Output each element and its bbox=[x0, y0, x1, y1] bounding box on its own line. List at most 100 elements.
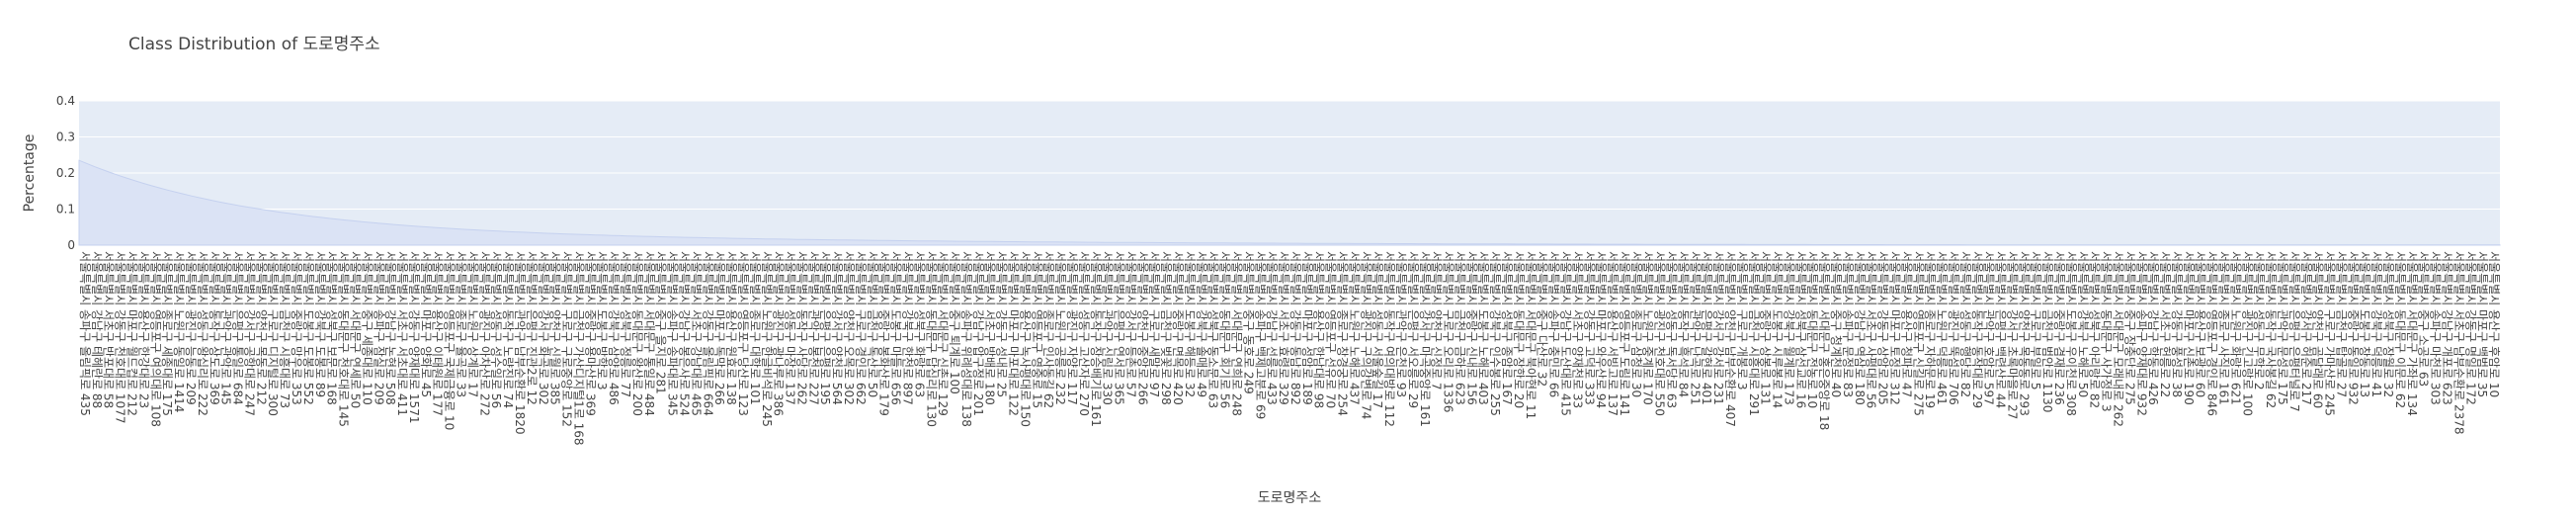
x-tick-label: 서울특별시 강북구 한천로 897 bbox=[900, 251, 915, 405]
x-tick-label: 서울특별시 성북구 장월로 32 bbox=[2381, 251, 2395, 397]
x-tick-label: 서울특별시 도봉구 해등로 32 bbox=[1183, 251, 1197, 397]
x-tick-label: 서울특별시 중구 다산로 32 bbox=[1536, 251, 1549, 387]
x-tick-label: 서울특별시 양천구 남부순환로 407 bbox=[1723, 251, 1738, 427]
x-tick-label: 서울특별시 구로구 개봉로 3 bbox=[1735, 251, 1749, 390]
x-tick-label: 서울특별시 동작구 장승배기로 161 bbox=[1089, 251, 1103, 427]
x-tick-label: 서울특별시 강북구 솔매로 49 bbox=[1195, 251, 1208, 397]
x-tick-label: 서울특별시 강동구 상암로 205 bbox=[1876, 251, 1890, 405]
x-tick-label: 서울특별시 동대문구 천호대로 145 bbox=[337, 251, 352, 427]
x-tick-label: 서울특별시 양천구 신월로 385 bbox=[548, 251, 563, 405]
x-tick-label: 서울특별시 성북구 정릉로 77 bbox=[619, 251, 632, 397]
x-tick-label: 서울특별시 강동구 명일로 172 bbox=[2463, 251, 2477, 405]
x-tick-label: 서울특별시 구로구 경인로 662 bbox=[854, 251, 868, 405]
x-tick-label: 서울특별시 강남구 개포로 623 bbox=[2440, 251, 2453, 405]
x-tick-label: 서울특별시 광진구 광나루로 386 bbox=[772, 251, 786, 416]
x-tick-label: 서울특별시 성동구 왕십리로 222 bbox=[196, 251, 209, 416]
x-tick-label: 서울특별시 서대문구 연세로 50 bbox=[348, 251, 362, 408]
x-tick-label: 서울특별시 마포구 독막로 266 bbox=[712, 251, 726, 405]
x-tick-label: 서울특별시 용산구 한남대로 98 bbox=[1312, 251, 1326, 408]
x-tick-label: 서울특별시 종로구 사직로 161 bbox=[2217, 251, 2231, 405]
x-tick-label: 서울특별시 도봉구 방학로 3 bbox=[595, 251, 609, 390]
x-tick-label: 서울특별시 성북구 종암로 167 bbox=[1500, 251, 1514, 405]
x-tick-label: 서울특별시 강서구 마곡중앙로 161 bbox=[1418, 251, 1432, 427]
x-tick-label: 서울특별시 광진구 아차산로 272 bbox=[477, 251, 491, 416]
x-tick-label: 서울특별시 성북구 화랑로 63 bbox=[912, 251, 926, 397]
x-tick-label: 서울특별시 강서구 화곡로 302 bbox=[537, 251, 550, 405]
x-tick-label: 서울특별시 관악구 호암로 597 bbox=[1982, 251, 1996, 405]
x-tick-label: 서울특별시 강북구 도봉로 89 bbox=[313, 251, 327, 397]
x-tick-label: 서울특별시 성동구 고산자로 270 bbox=[1077, 251, 1091, 416]
x-tick-label: 서울특별시 동작구 흑석로 84 bbox=[1676, 251, 1690, 397]
x-tick-label: 서울특별시 동대문구 이문로 62 bbox=[2393, 251, 2407, 408]
x-tick-label: 서울특별시 은평구 통일로 684 bbox=[231, 251, 245, 405]
x-tick-label: 서울특별시 중구 동호로 249 bbox=[1241, 251, 1255, 394]
x-tick-label: 서울특별시 동작구 국사봉길 62 bbox=[2264, 251, 2278, 408]
x-tick-label: 서울특별시 동대문구 사가정로 3 bbox=[2100, 251, 2114, 412]
x-tick-label: 서울특별시 마포구 백범로 35 bbox=[2475, 251, 2489, 397]
x-tick-label: 서울특별시 강동구 올림픽로 664 bbox=[701, 251, 714, 416]
x-tick-label: 서울특별시 동대문구 장한로 20 bbox=[1512, 251, 1526, 408]
x-tick-label: 서울특별시 중구 청계천로 40 bbox=[1829, 251, 1844, 397]
x-tick-label: 서울특별시 노원구 노해로 437 bbox=[1347, 251, 1361, 405]
x-tick-label: 서울특별시 서대문구 홍은중앙로 18 bbox=[1817, 251, 1831, 430]
x-tick-label: 서울특별시 강남구 역삼로 180 bbox=[1853, 251, 1867, 405]
x-tick-label: 서울특별시 마포구 신촌로 190 bbox=[2182, 251, 2196, 405]
x-tick-label: 서울특별시 영등포구 영중로 15 bbox=[1030, 251, 1043, 408]
x-tick-label: 서울특별시 광진구 천호대로 550 bbox=[1653, 251, 1668, 416]
x-tick-label: 서울특별시 강남구 압구정로 201 bbox=[971, 251, 985, 416]
x-tick-label: 서울특별시 관악구 관악로 145 bbox=[219, 251, 233, 405]
x-tick-label: 서울특별시 중랑구 봉화산로 179 bbox=[877, 251, 891, 416]
x-tick-label: 서울특별시 송파구 마천로 303 bbox=[2429, 251, 2444, 405]
x-tick-label: 서울특별시 송파구 송파대로 345 bbox=[666, 251, 680, 416]
x-tick-label: 서울특별시 도봉구 시루봉로 14 bbox=[1771, 251, 1785, 408]
x-tick-label: 서울특별시 송파구 위례성대로 138 bbox=[959, 251, 973, 427]
x-tick-label: 서울특별시 성동구 서울숲길 17 bbox=[1371, 251, 1384, 408]
x-tick-label: 서울특별시 종로구 율곡로 33 bbox=[455, 251, 468, 397]
x-tick-label: 서울특별시 중랑구 상봉로 131 bbox=[1759, 251, 1773, 405]
x-tick-label: 서울특별시 광진구 능동로 209 bbox=[184, 251, 198, 405]
x-tick-label: 서울특별시 중구 장충단로 275 bbox=[2122, 251, 2136, 405]
y-axis-title: Percentage bbox=[22, 134, 38, 213]
x-tick-label: 서울특별시 강동구 고덕로 333 bbox=[1582, 251, 1596, 405]
x-tick-label: 서울특별시 강동구 동남로 892 bbox=[1288, 251, 1302, 405]
x-tick-label: 서울특별시 중구 을지로 281 bbox=[654, 251, 668, 394]
x-tick-label: 서울특별시 용산구 보광로 60 bbox=[2194, 251, 2207, 397]
x-tick-label: 서울특별시 동작구 사당로 262 bbox=[794, 251, 808, 405]
x-tick-label: 서울특별시 동작구 여의대방로 112 bbox=[1382, 251, 1396, 427]
x-tick-label: 서울특별시 용산구 한강대로 23 bbox=[136, 251, 150, 408]
x-tick-label: 서울특별시 광진구 긴고랑로 100 bbox=[2240, 251, 2254, 416]
x-tick-label: 서울특별시 성북구 아리랑로 82 bbox=[2088, 251, 2102, 408]
y-axis-ticks: 0 0.1 0.2 0.3 0.4 bbox=[56, 94, 75, 252]
y-tick-label: 0 bbox=[67, 238, 75, 252]
x-tick-label: 서울특별시 서초구 양재천로 33 bbox=[1570, 251, 1585, 408]
x-tick-label: 서울특별시 도봉구 노해로 403 bbox=[1476, 251, 1490, 405]
x-tick-label: 서울특별시 강북구 덕릉로 41 bbox=[2369, 251, 2383, 397]
x-tick-label: 서울특별시 노원구 한글비석로 245 bbox=[760, 251, 774, 427]
x-tick-label: 서울특별시 양천구 오목로 302 bbox=[842, 251, 857, 405]
x-tick-label: 서울특별시 중랑구 용마산로 369 bbox=[583, 251, 597, 416]
x-tick-label: 서울특별시 서초구 헌릉로 22 bbox=[2158, 251, 2172, 397]
x-tick-label: 서울특별시 강남구 도산대로 415 bbox=[1558, 251, 1572, 416]
x-tick-label: 서울특별시 종로구 삼청로 30 bbox=[1629, 251, 1643, 397]
x-tick-label: 서울특별시 성동구 마장로 137 bbox=[784, 251, 797, 405]
x-tick-label: 서울특별시 종로구 창경궁로 254 bbox=[1336, 251, 1350, 416]
x-tick-label: 서울특별시 광진구 자양로 117 bbox=[1065, 251, 1079, 405]
x-tick-label: 서울특별시 서대문구 북아현로 11 bbox=[1524, 251, 1537, 419]
x-tick-label: 서울특별시 구로구 가마산로 245 bbox=[2323, 251, 2337, 416]
x-tick-label: 서울특별시 영등포구 신길로 275 bbox=[1911, 251, 1925, 416]
x-tick-label: 서울특별시 중구 소공로 63 bbox=[2417, 251, 2431, 387]
x-tick-label: 서울특별시 강남구 선릉로 433 bbox=[1265, 251, 1279, 405]
x-tick-label: 서울특별시 노원구 화랑로 621 bbox=[2228, 251, 2242, 405]
x-tick-label: 서울특별시 강서구 등촌로 57 bbox=[1123, 251, 1137, 397]
x-tick-label: 서울특별시 성동구 독서당로 63 bbox=[1665, 251, 1679, 408]
x-tick-label: 서울특별시 노원구 동일로 1414 bbox=[172, 251, 186, 412]
x-tick-label: 서울특별시 강북구 인수봉로 255 bbox=[1488, 251, 1502, 416]
x-tick-label: 서울특별시 금천구 금하로 623 bbox=[1453, 251, 1467, 405]
x-tick-label: 서울특별시 동작구 동작대로 29 bbox=[1970, 251, 1984, 408]
x-tick-label: 서울특별시 금천구 독산로 50 bbox=[866, 251, 880, 397]
x-tick-label: 서울특별시 양천구 신정로 7 bbox=[1430, 251, 1445, 390]
x-tick-label: 서울특별시 은평구 서오릉로 29 bbox=[1406, 251, 1420, 408]
x-tick-label: 서울특별시 송파구 백제고분로 69 bbox=[1253, 251, 1267, 419]
x-tick-label: 서울특별시 서초구 반포대로 58 bbox=[102, 251, 116, 408]
